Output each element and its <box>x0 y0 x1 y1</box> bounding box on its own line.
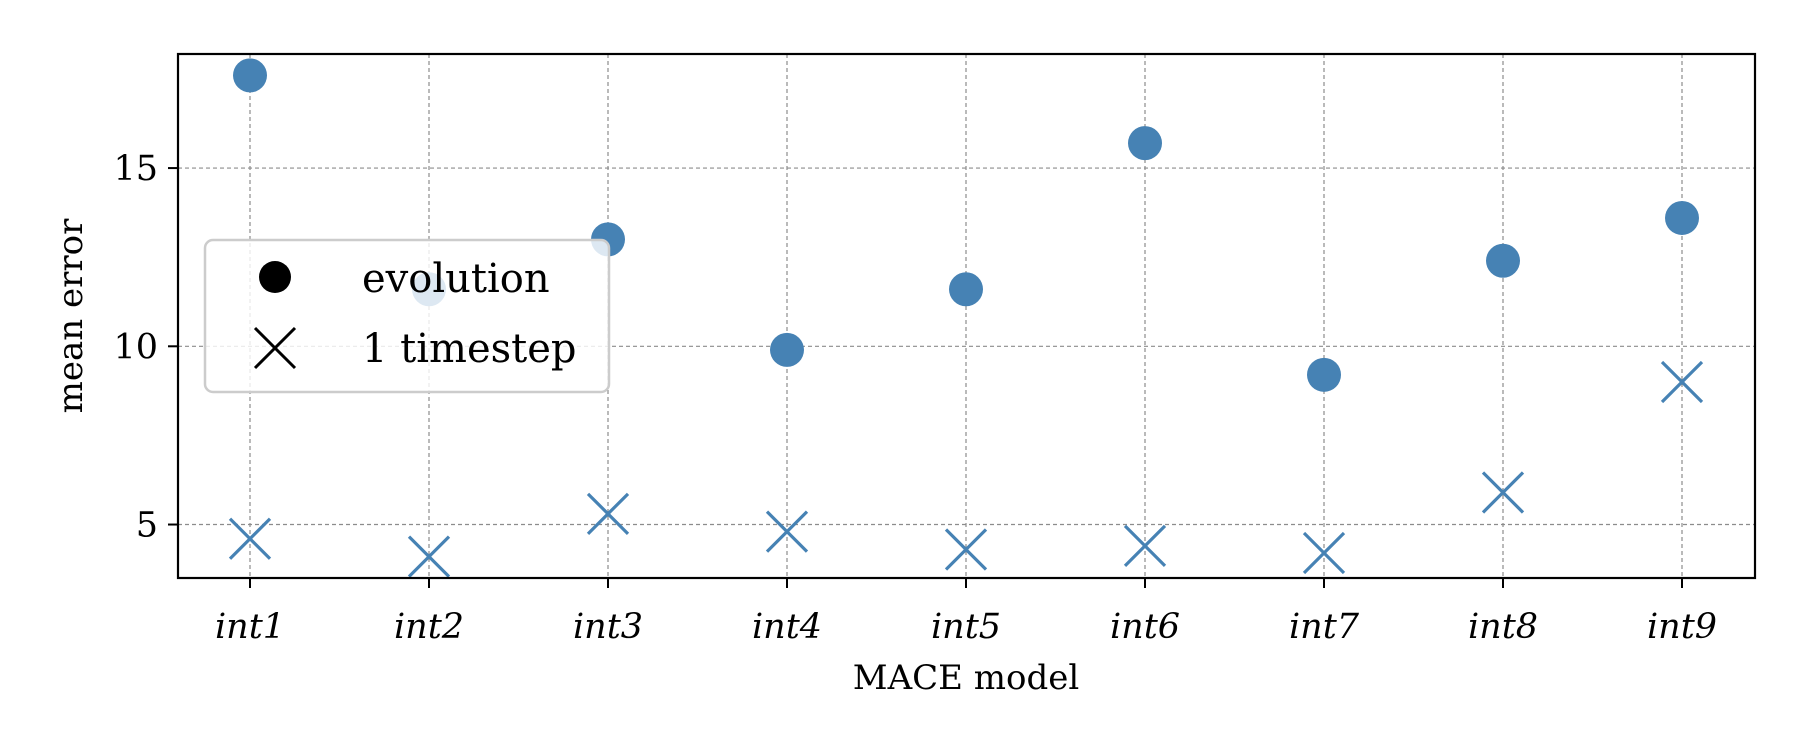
y-tick-label: 10 <box>113 327 158 367</box>
evolution-point <box>949 272 983 307</box>
timestep-x-point <box>944 528 988 571</box>
evolution-point <box>1307 357 1341 392</box>
legend-label-1-timestep: 1 timestep <box>362 326 577 372</box>
x-tick-label: int9 <box>1647 607 1717 647</box>
timestep-x-point <box>1660 360 1704 404</box>
legend-x-marker <box>253 326 297 370</box>
legend: evolution 1 timestep <box>203 238 611 394</box>
legend-circle-marker <box>259 261 291 293</box>
evolution-point <box>1486 243 1520 278</box>
x-tick-label: int3 <box>573 607 643 647</box>
x-tick-label: int7 <box>1289 607 1360 647</box>
evolution-point <box>1128 126 1162 161</box>
x-tick-label: int5 <box>931 607 1001 647</box>
y-tick-label: 5 <box>136 506 158 546</box>
timestep-x-point <box>228 517 272 560</box>
evolution-point <box>1665 200 1699 235</box>
evolution-point <box>233 58 267 93</box>
timestep-x-point <box>1481 471 1525 514</box>
x-tick-label: int1 <box>215 607 285 647</box>
x-tick-label: int8 <box>1468 607 1538 647</box>
timestep-x-point <box>1123 524 1167 568</box>
x-tick-label: int6 <box>1110 607 1180 647</box>
y-tick-label: 15 <box>113 149 158 189</box>
legend-label-evolution: evolution <box>362 256 550 302</box>
x-tick-label: int4 <box>752 607 822 647</box>
axis-ticks: int1 int2 int3 int4 int5 int6 int7 int8 int9 5 10 1… <box>113 149 1717 647</box>
timestep-x-point <box>407 535 451 578</box>
legend-box <box>203 238 611 394</box>
timestep-x-point <box>1302 531 1346 575</box>
x-tick-label: int2 <box>394 607 464 647</box>
timestep-x-point <box>586 492 630 535</box>
timestep-x-point <box>765 510 809 553</box>
x-axis-label: MACE model <box>853 658 1079 698</box>
y-axis-label: mean error <box>51 218 91 413</box>
evolution-point <box>770 332 804 367</box>
